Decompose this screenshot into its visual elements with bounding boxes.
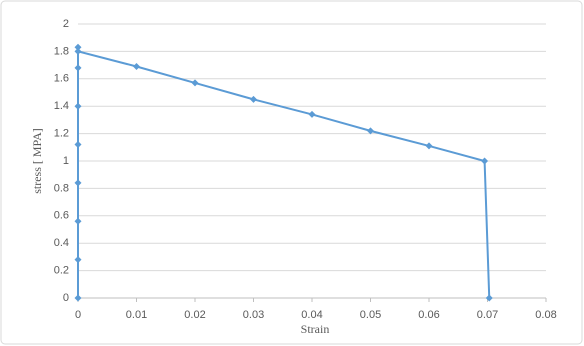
y-tick-label: 0.8 [54, 182, 69, 194]
data-point [133, 62, 140, 70]
data-point [250, 95, 257, 103]
data-point [308, 110, 316, 118]
y-tick-label: 1 [63, 155, 69, 167]
y-tick-label: 1.4 [54, 100, 69, 112]
x-tick-label: 0.01 [126, 309, 147, 321]
data-point [74, 256, 82, 264]
y-tick-label: 0.2 [54, 265, 69, 277]
data-point [191, 79, 199, 87]
y-tick-label: 2 [63, 18, 69, 30]
y-axis-title: stress [ MPA] [30, 128, 44, 194]
y-tick-label: 0.6 [54, 210, 69, 222]
data-point [74, 102, 82, 110]
y-tick-label: 0 [63, 292, 69, 304]
data-point [74, 141, 82, 149]
y-tick-label: 1.8 [54, 45, 69, 57]
data-point [367, 127, 374, 135]
data-point [74, 294, 82, 302]
y-tick-label: 0.4 [54, 237, 69, 249]
data-point [74, 43, 82, 51]
data-point [425, 142, 433, 150]
x-tick-label: 0.05 [360, 309, 381, 321]
data-point [485, 294, 493, 302]
data-point [74, 217, 82, 225]
y-tick-label: 1.6 [54, 73, 69, 85]
data-point [74, 47, 82, 55]
x-tick-label: 0.04 [301, 309, 322, 321]
x-tick-label: 0.03 [243, 309, 264, 321]
x-axis-title: Strain [301, 322, 330, 336]
x-tick-label: 0.07 [477, 309, 498, 321]
x-tick-label: 0.08 [535, 309, 556, 321]
x-tick-label: 0 [75, 309, 81, 321]
x-tick-label: 0.02 [184, 309, 205, 321]
data-point [74, 64, 82, 72]
data-point [74, 179, 82, 187]
x-tick-label: 0.06 [418, 309, 439, 321]
data-point [481, 157, 489, 165]
y-tick-label: 1.2 [54, 128, 69, 140]
